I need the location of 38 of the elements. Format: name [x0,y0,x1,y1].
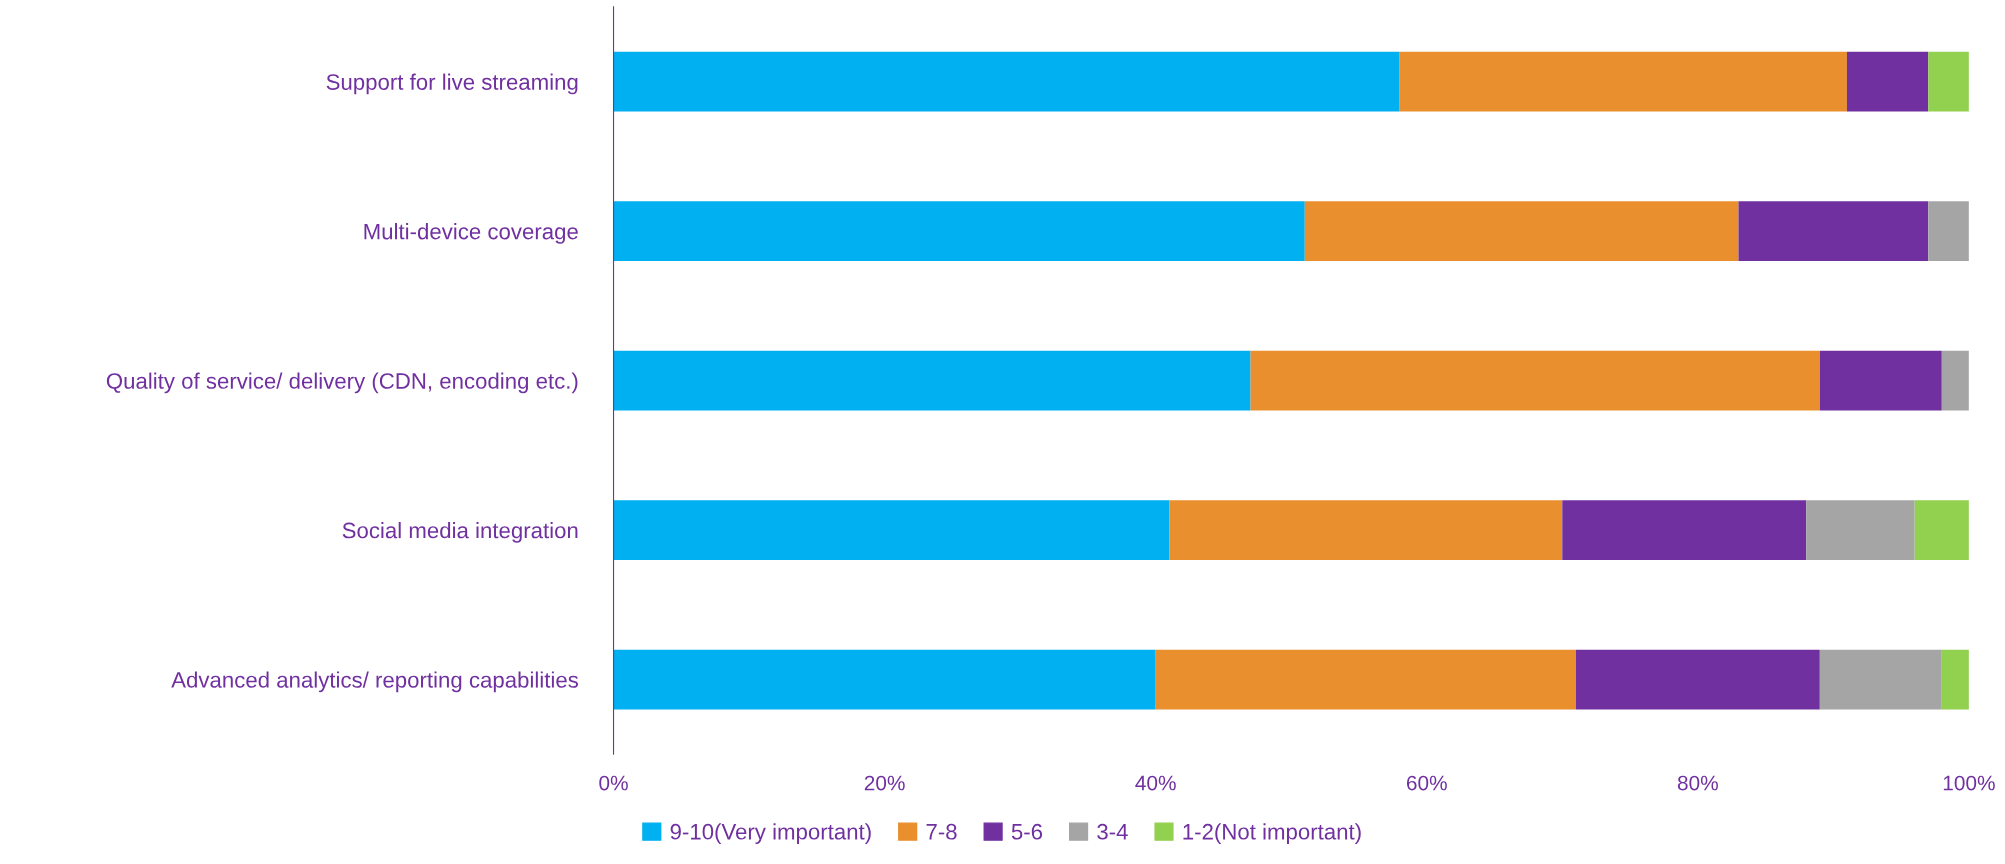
bar [1806,500,1915,560]
bar [1819,350,1942,411]
bar [1169,500,1563,560]
y-tick-label: Advanced analytics/ reporting capabilities [171,671,579,693]
bar [1914,500,1969,560]
x-tick-label: 0% [599,775,628,791]
bar [1399,51,1847,112]
bar [613,649,1156,710]
legend-label: 9-10(Very important) [670,823,871,844]
x-tick-label: 40% [1135,775,1176,791]
legend-label: 3-4 [1097,823,1128,840]
bar [1941,350,1969,411]
bar [613,51,1400,112]
legend-label: 5-6 [1011,823,1043,840]
y-tick-label: Support for live streaming [326,73,578,95]
y-tick-label: Social media integration [342,522,578,543]
bar [1819,649,1942,710]
legend-label: 7-8 [926,823,957,840]
x-tick-label: 100% [1943,775,1995,791]
bar [1738,201,1929,262]
bar [1250,350,1820,411]
bar [1928,201,1969,262]
bar [1562,500,1807,560]
bar [1155,649,1576,710]
x-tick-label: 60% [1406,775,1447,791]
y-tick-label: Quality of service/ delivery (CDN, encoding etc.) [106,372,578,394]
bar [1575,649,1820,710]
bar [613,350,1251,411]
x-tick-label: 20% [864,775,905,791]
bar [1304,201,1739,262]
x-tick-label: 80% [1677,775,1718,791]
y-tick-label: Multi-device coverage [364,223,578,244]
bar [613,201,1305,262]
legend-label: 1-2(Not important) [1183,823,1361,844]
bar [1928,51,1969,112]
bar [1941,649,1969,710]
bar [613,500,1170,560]
bar [1846,51,1929,112]
